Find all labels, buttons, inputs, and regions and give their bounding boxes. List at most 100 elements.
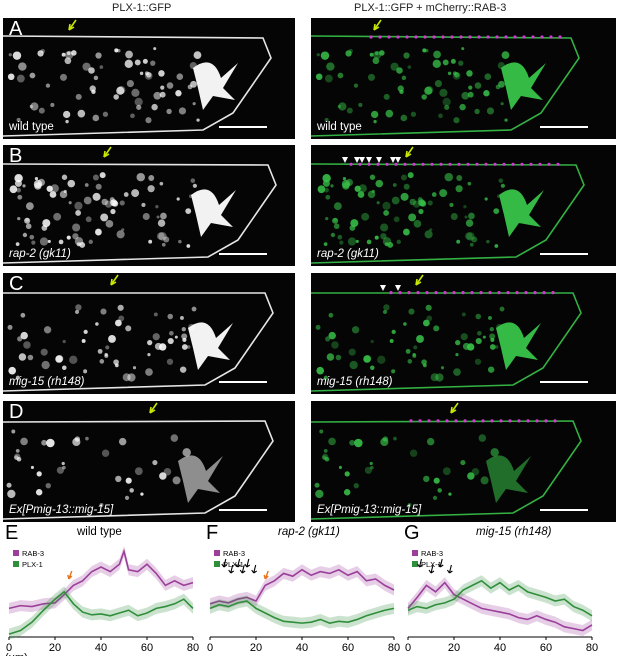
cell-body [181, 344, 188, 350]
yellow-arrow-icon [405, 146, 414, 158]
rab3-puncta [445, 419, 449, 423]
cell-body [471, 236, 478, 243]
cell-body [458, 60, 464, 66]
legend-label: PLX-1 [421, 560, 442, 569]
black-arrow-icon [428, 564, 435, 574]
rab3-puncta [398, 291, 402, 295]
cell-body [20, 331, 28, 340]
cell-body [9, 185, 18, 194]
legend-swatch [412, 550, 418, 556]
rab3-puncta [504, 35, 508, 39]
cell-body [383, 304, 390, 311]
rab3-puncta [466, 162, 470, 166]
cell-body [74, 436, 80, 442]
cell-body [22, 184, 26, 188]
cell-body [407, 359, 413, 364]
cell-body [374, 51, 379, 56]
cell-body [489, 333, 496, 340]
cell-body [370, 339, 374, 344]
cell-body [7, 324, 13, 330]
cell-body [92, 192, 101, 201]
cell-body [50, 184, 59, 193]
rab3-puncta [468, 35, 472, 39]
cell-body [475, 313, 482, 320]
cell-body [124, 59, 133, 69]
cell-body [39, 237, 49, 246]
cell-body [75, 93, 82, 100]
cell-body [442, 467, 451, 476]
cell-body [99, 172, 106, 179]
cell-body [166, 108, 172, 115]
cell-body [504, 118, 508, 122]
cell-body [7, 489, 16, 499]
x-tick-label: 0 [405, 642, 411, 654]
cell-body [413, 345, 418, 350]
cell-body [442, 97, 451, 106]
cell-body [444, 104, 450, 110]
cell-body [326, 353, 335, 361]
cell-body [464, 215, 468, 219]
cell-body [104, 352, 108, 357]
yellow-arrow-icon [415, 274, 424, 286]
rab3-puncta [513, 35, 517, 39]
cell-body [468, 212, 475, 220]
rab3-puncta [389, 291, 393, 295]
cell-body [179, 366, 187, 373]
cell-body [77, 109, 86, 118]
x-tick-label: 80 [586, 642, 598, 654]
cell-body [456, 239, 461, 244]
cell-body [330, 232, 336, 238]
cell-body [475, 337, 482, 345]
cell-body [15, 448, 20, 453]
cell-body [488, 316, 492, 320]
cell-body [186, 244, 191, 248]
rab3-puncta [524, 291, 528, 295]
cell-body [131, 189, 140, 198]
rab3-puncta [549, 35, 553, 39]
cell-body [361, 212, 370, 221]
cell-body [371, 110, 379, 119]
cell-body [450, 213, 458, 221]
cell-body [92, 174, 99, 181]
cell-body [156, 232, 165, 240]
cell-body [433, 325, 440, 332]
rab3-puncta [414, 35, 418, 39]
cell-body [108, 335, 116, 343]
cell-body [353, 83, 359, 88]
da9-soma [188, 322, 233, 370]
cell-body [465, 219, 474, 227]
cell-body [192, 183, 198, 188]
da9-soma [499, 189, 544, 237]
cell-body [181, 333, 188, 340]
cell-body [332, 217, 339, 224]
cell-body [35, 489, 43, 496]
cell-body [467, 472, 475, 480]
cell-body [125, 477, 132, 484]
cell-body [62, 365, 67, 370]
cell-body [489, 344, 496, 350]
cell-body [463, 205, 467, 209]
cell-body [93, 75, 99, 81]
cell-body [412, 352, 416, 357]
rab3-puncta [531, 35, 535, 39]
legend-swatch [214, 550, 220, 556]
cell-body [12, 51, 22, 60]
cell-body [442, 59, 449, 66]
cell-body [448, 492, 452, 496]
cell-body [167, 313, 174, 320]
cell-body [330, 184, 334, 188]
cell-body [375, 179, 384, 188]
cell-body [424, 86, 433, 95]
series-line-plx-1 [407, 579, 593, 617]
cell-body [158, 343, 167, 351]
cell-body [322, 453, 329, 460]
cell-body [456, 175, 463, 181]
cell-body [116, 86, 125, 95]
genotype-label: rap-2 (gk11) [317, 248, 379, 260]
cell-body [339, 240, 344, 245]
legend-label: RAB-3 [223, 549, 245, 558]
cell-body [71, 50, 77, 56]
cell-body [490, 448, 499, 457]
x-tick-label: 20 [49, 642, 61, 654]
